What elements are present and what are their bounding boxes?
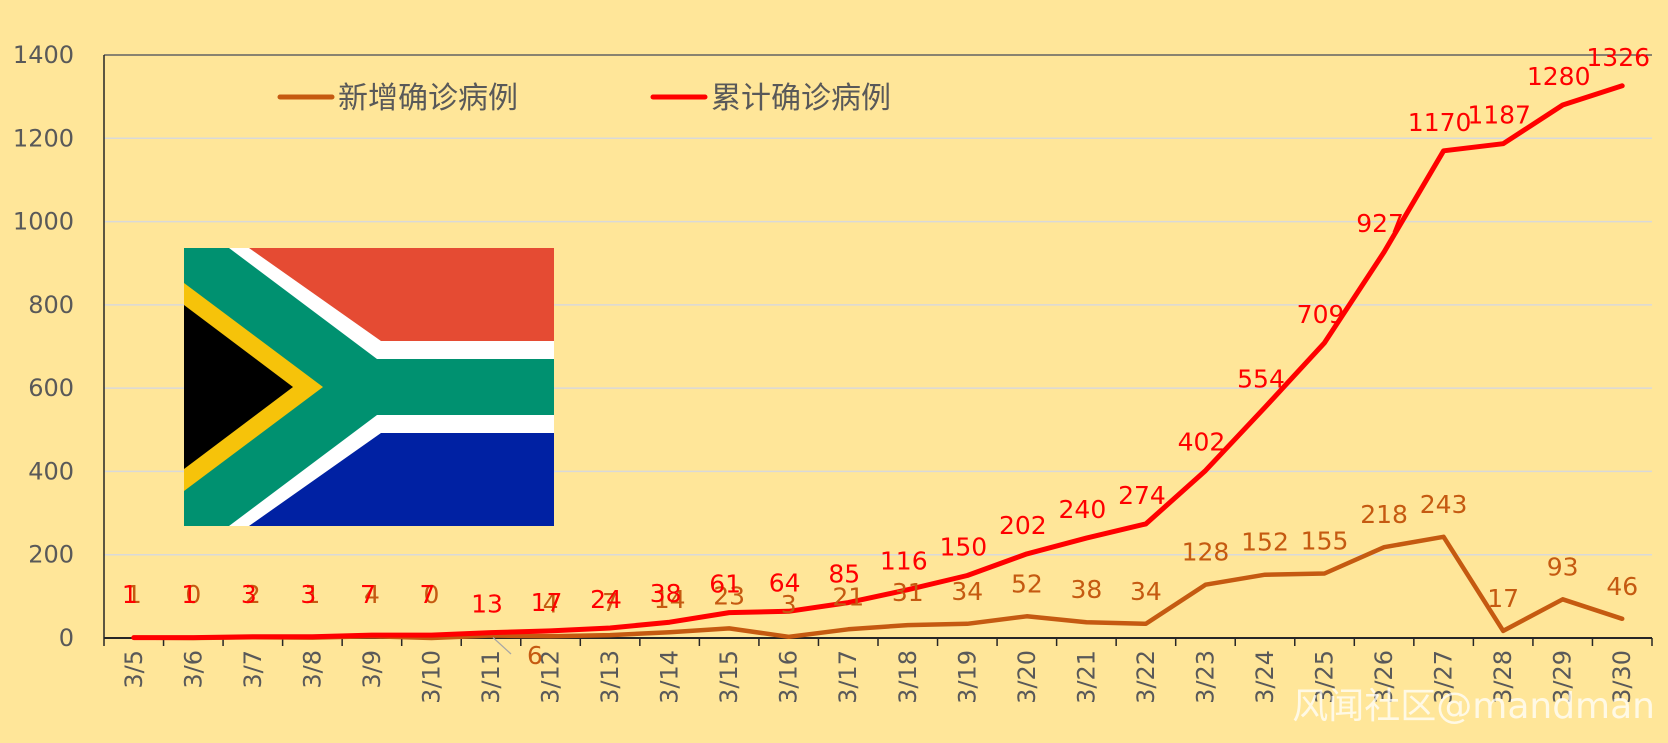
data-label: 46 — [1606, 572, 1638, 601]
data-label: 3 — [781, 590, 797, 619]
data-label: 202 — [999, 511, 1047, 540]
x-tick-label: 3/18 — [894, 650, 922, 704]
data-label: 61 — [709, 570, 741, 599]
legend-label: 新增确诊病例 — [338, 81, 518, 116]
data-label: 0 — [185, 580, 201, 609]
data-label: 24 — [590, 585, 622, 614]
data-label: 1 — [181, 580, 197, 609]
x-tick-label: 3/17 — [834, 650, 862, 704]
x-tick-label: 3/8 — [298, 650, 326, 689]
data-label: 402 — [1178, 428, 1226, 457]
data-label: 6 — [527, 641, 543, 670]
data-label: 21 — [832, 582, 864, 611]
data-label: 3 — [241, 580, 257, 609]
data-label: 52 — [1011, 569, 1043, 598]
legend-label: 累计确诊病例 — [711, 81, 891, 116]
x-tick-label: 3/25 — [1311, 650, 1339, 704]
x-tick-label: 3/7 — [239, 650, 267, 689]
data-label: 7 — [602, 588, 618, 617]
x-tick-label: 3/9 — [358, 650, 386, 689]
data-label: 23 — [713, 581, 745, 610]
data-label: 152 — [1241, 528, 1289, 557]
data-label: 150 — [939, 533, 987, 562]
data-label: 1326 — [1586, 43, 1650, 72]
x-tick-label: 3/10 — [417, 650, 445, 704]
x-tick-label: 3/5 — [120, 650, 148, 689]
cumulative-cases-line — [131, 83, 1625, 641]
data-label: 38 — [1070, 575, 1102, 604]
x-tick-label: 3/28 — [1489, 650, 1517, 704]
y-tick-label: 0 — [59, 624, 74, 652]
south-africa-flag — [184, 248, 554, 526]
data-label: 85 — [828, 560, 860, 589]
data-label: 93 — [1547, 552, 1579, 581]
y-tick-label: 1000 — [13, 208, 74, 236]
y-tick-label: 800 — [28, 291, 74, 319]
data-label: 4 — [364, 580, 380, 609]
x-tick-label: 3/27 — [1430, 650, 1458, 704]
data-label: 3 — [300, 580, 316, 609]
data-label: 2 — [245, 580, 261, 609]
data-label: 709 — [1297, 300, 1345, 329]
data-label: 116 — [880, 547, 928, 576]
y-tick-label: 1200 — [13, 124, 74, 152]
data-label: 14 — [654, 585, 686, 614]
data-label: 218 — [1360, 500, 1408, 529]
data-label: 7 — [420, 580, 436, 609]
x-tick-label: 3/22 — [1132, 650, 1160, 704]
data-label: 34 — [1130, 577, 1162, 606]
data-label: 38 — [650, 579, 682, 608]
data-label: 240 — [1059, 495, 1107, 524]
data-label: 927 — [1356, 209, 1404, 238]
new-cases-line — [131, 534, 1625, 641]
data-label: 17 — [1487, 584, 1519, 613]
watermark-text: 风闻社区@mandman — [1292, 686, 1655, 727]
data-label: 1 — [122, 580, 138, 609]
data-label: 1 — [126, 580, 142, 609]
data-label: 7 — [360, 580, 376, 609]
x-tick-label: 3/6 — [179, 650, 207, 689]
y-tick-label: 400 — [28, 457, 74, 485]
x-tick-label: 3/24 — [1251, 650, 1279, 704]
data-label: 554 — [1237, 364, 1285, 393]
x-tick-label: 3/13 — [596, 650, 624, 704]
x-tick-label: 3/16 — [775, 650, 803, 704]
data-label: 31 — [892, 578, 924, 607]
x-tick-label: 3/12 — [537, 650, 565, 704]
x-tick-label: 3/30 — [1608, 650, 1636, 704]
data-label: 13 — [471, 590, 503, 619]
data-label: 155 — [1301, 526, 1349, 555]
y-tick-label: 600 — [28, 374, 74, 402]
data-label: 1280 — [1527, 62, 1591, 91]
data-label: 1187 — [1467, 101, 1531, 130]
data-label: 4 — [543, 589, 559, 618]
x-tick-label: 3/26 — [1370, 650, 1398, 704]
data-label: 64 — [769, 568, 801, 597]
x-tick-label: 3/15 — [715, 650, 743, 704]
x-tick-label: 3/21 — [1072, 650, 1100, 704]
data-label: 34 — [951, 577, 983, 606]
data-label: 1 — [304, 580, 320, 609]
x-tick-label: 3/23 — [1191, 650, 1219, 704]
data-label-leader — [492, 637, 512, 655]
x-tick-label: 3/19 — [953, 650, 981, 704]
data-label: 17 — [531, 588, 563, 617]
x-tick-label: 3/29 — [1549, 650, 1577, 704]
y-tick-label: 200 — [28, 541, 74, 569]
data-label: 243 — [1420, 490, 1468, 519]
data-label: 274 — [1118, 481, 1166, 510]
x-tick-label: 3/20 — [1013, 650, 1041, 704]
y-tick-label: 1400 — [13, 41, 74, 69]
x-tick-label: 3/11 — [477, 650, 505, 704]
data-label: 0 — [424, 580, 440, 609]
data-label: 128 — [1182, 538, 1230, 567]
x-tick-label: 3/14 — [656, 650, 684, 704]
data-label: 1170 — [1408, 108, 1472, 137]
